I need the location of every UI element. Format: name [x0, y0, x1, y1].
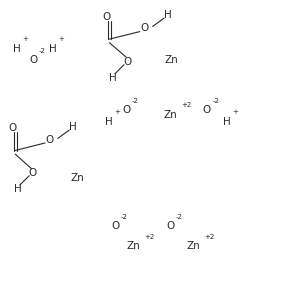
- Text: H: H: [13, 44, 21, 54]
- Text: O: O: [29, 168, 37, 178]
- Text: Zn: Zn: [127, 241, 141, 251]
- Text: +2: +2: [145, 234, 155, 240]
- Text: O: O: [111, 221, 120, 231]
- Text: H: H: [49, 44, 57, 54]
- Text: O: O: [140, 23, 149, 33]
- Text: O: O: [123, 57, 132, 67]
- Text: Zn: Zn: [70, 172, 84, 183]
- Text: O: O: [102, 11, 111, 22]
- Text: +2: +2: [204, 234, 214, 240]
- Text: -2: -2: [176, 214, 183, 220]
- Text: H: H: [109, 73, 117, 83]
- Text: H: H: [69, 122, 77, 132]
- Text: Zn: Zn: [186, 241, 200, 251]
- Text: -2: -2: [212, 98, 219, 104]
- Text: O: O: [8, 123, 16, 133]
- Text: O: O: [202, 105, 211, 116]
- Text: Zn: Zn: [165, 55, 179, 65]
- Text: -2: -2: [121, 214, 128, 220]
- Text: O: O: [122, 105, 130, 116]
- Text: -2: -2: [39, 48, 46, 54]
- Text: +: +: [114, 109, 120, 115]
- Text: H: H: [105, 117, 113, 127]
- Text: +2: +2: [181, 102, 192, 108]
- Text: +: +: [232, 109, 238, 115]
- Text: O: O: [45, 135, 54, 145]
- Text: +: +: [22, 36, 28, 42]
- Text: +: +: [59, 36, 64, 42]
- Text: O: O: [29, 55, 38, 65]
- Text: Zn: Zn: [163, 110, 177, 120]
- Text: O: O: [166, 221, 174, 231]
- Text: H: H: [14, 184, 22, 194]
- Text: -2: -2: [132, 98, 139, 104]
- Text: H: H: [223, 117, 230, 127]
- Text: H: H: [164, 10, 172, 20]
